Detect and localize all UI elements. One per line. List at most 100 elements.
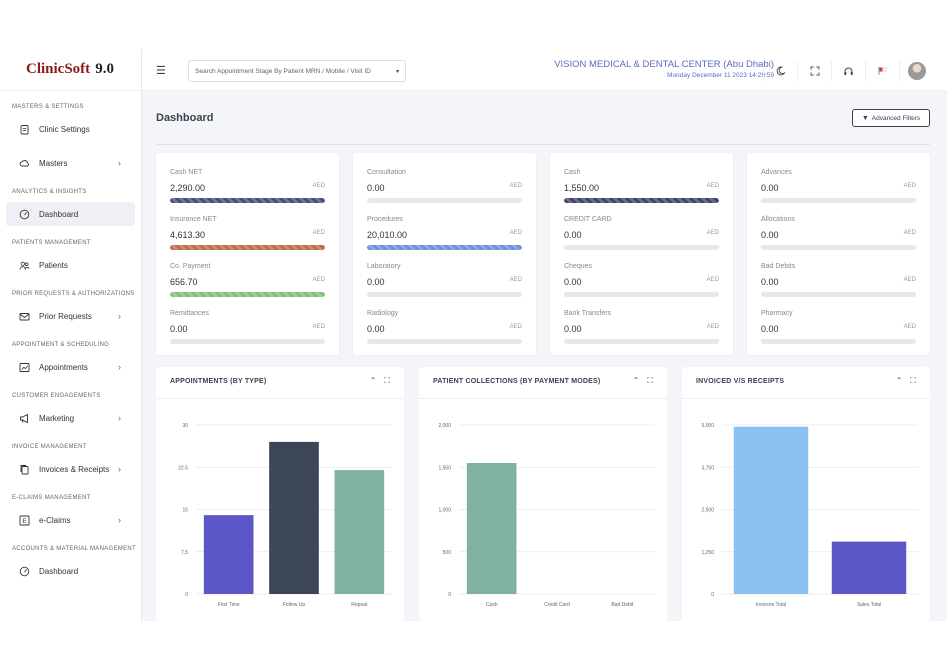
stat-item: Consultation 0.00 AED bbox=[353, 161, 536, 208]
sidebar-item-clinic-settings[interactable]: Clinic Settings bbox=[6, 117, 135, 141]
stat-currency: AED bbox=[903, 277, 916, 283]
app-logo[interactable]: Clinic Soft 9.0 bbox=[0, 49, 141, 91]
sidebar-item-label: Prior Requests bbox=[39, 311, 92, 321]
stat-item: Remittances 0.00 AED bbox=[156, 302, 339, 349]
search-input[interactable]: Search Appointment Stage By Patient MRN … bbox=[188, 60, 406, 82]
hamburger-menu-icon[interactable]: ☰ bbox=[156, 65, 166, 77]
stat-item: Advances 0.00 AED bbox=[747, 161, 930, 208]
bar-repeat bbox=[334, 470, 385, 594]
users-icon bbox=[18, 259, 30, 271]
collapse-chevron-up-icon[interactable]: ⌃ bbox=[895, 376, 903, 385]
language-flag-icon[interactable] bbox=[865, 61, 899, 81]
stat-label: Allocations bbox=[761, 216, 795, 223]
sidebar-item-appointments[interactable]: Appointments › bbox=[6, 355, 135, 379]
center-info: VISION MEDICAL & DENTAL CENTER (Abu Dhab… bbox=[554, 59, 774, 79]
stat-value: 0.00 bbox=[367, 324, 385, 334]
stat-currency: AED bbox=[706, 277, 719, 283]
sidebar-item-patients[interactable]: Patients bbox=[6, 253, 135, 277]
stat-progress-bar bbox=[564, 198, 719, 203]
collapse-chevron-up-icon[interactable]: ⌃ bbox=[369, 376, 377, 385]
stat-value: 0.00 bbox=[761, 183, 779, 193]
stat-label: Cheques bbox=[564, 263, 593, 270]
filter-icon: ▼ bbox=[861, 114, 869, 122]
stat-item: Co. Payment 656.70 AED bbox=[156, 255, 339, 302]
fullscreen-icon[interactable] bbox=[797, 61, 831, 81]
advanced-filters-button[interactable]: ▼ Advanced Filters bbox=[852, 109, 930, 127]
sidebar-item-invoices-receipts[interactable]: Invoices & Receipts › bbox=[6, 457, 135, 481]
sidebar-item-label: Patients bbox=[39, 260, 68, 270]
sidebar-item-prior-requests[interactable]: Prior Requests › bbox=[6, 304, 135, 328]
sidebar-item-dashboard[interactable]: Dashboard bbox=[6, 559, 135, 583]
chart-divider bbox=[156, 398, 404, 399]
x-tick-label: Follow Up bbox=[283, 602, 305, 608]
stat-currency: AED bbox=[509, 324, 522, 330]
clipboard-icon bbox=[18, 123, 30, 135]
bar-follow-up bbox=[269, 441, 319, 594]
page-title: Dashboard bbox=[156, 112, 214, 124]
stat-item: Pharmacy 0.00 AED bbox=[747, 302, 930, 349]
sidebar: Clinic Soft 9.0 MASTERS & SETTINGS Clinic S… bbox=[0, 49, 142, 621]
stat-progress-bar bbox=[170, 339, 325, 344]
sidebar-item-label: Dashboard bbox=[39, 209, 79, 219]
stat-card: Cash 1,550.00 AED CREDIT CARD 0.00 AED Cheques… bbox=[550, 153, 733, 355]
stat-value: 2,290.00 bbox=[170, 183, 206, 193]
stat-currency: AED bbox=[706, 324, 719, 330]
headset-support-icon[interactable] bbox=[831, 61, 865, 81]
nav-section-title: APPOINTMENT & SCHEDULING bbox=[12, 342, 110, 348]
sidebar-item-masters[interactable]: Masters › bbox=[6, 151, 135, 175]
stat-progress-fill bbox=[367, 245, 522, 250]
topbar: ☰ Search Appointment Stage By Patient MR… bbox=[142, 49, 947, 91]
y-tick-label: 15 bbox=[182, 508, 188, 514]
chart-plot: 0 7.5 15 22.5 30 First Time Follow Up Repeat bbox=[178, 423, 392, 608]
stat-label: Advances bbox=[761, 169, 792, 176]
stat-card: Cash NET 2,290.00 AED Insurance NET 4,613.30… bbox=[156, 153, 339, 355]
user-avatar[interactable] bbox=[899, 61, 933, 81]
stat-label: Radiology bbox=[367, 310, 399, 317]
stat-currency: AED bbox=[903, 183, 916, 189]
stat-label: Bank Transfers bbox=[564, 310, 612, 317]
caret-down-icon[interactable]: ▾ bbox=[395, 68, 399, 75]
stat-card: Consultation 0.00 AED Procedures 20,010.00 AE… bbox=[353, 153, 536, 355]
stat-currency: AED bbox=[903, 230, 916, 236]
sidebar-item-label: Clinic Settings bbox=[39, 124, 90, 134]
x-tick-label: First Time bbox=[218, 602, 240, 608]
stat-progress-bar bbox=[170, 245, 325, 250]
bar-invoices-total bbox=[733, 426, 809, 594]
stat-progress-bar bbox=[170, 292, 325, 297]
chevron-right-icon: › bbox=[118, 413, 121, 423]
stat-currency: AED bbox=[312, 277, 325, 283]
stat-item: Procedures 20,010.00 AED bbox=[353, 208, 536, 255]
logo-soft: Soft bbox=[64, 61, 91, 77]
sidebar-item-label: Appointments bbox=[39, 362, 88, 372]
copy-icon bbox=[18, 463, 30, 475]
collapse-chevron-up-icon[interactable]: ⌃ bbox=[632, 376, 640, 385]
chevron-right-icon: › bbox=[118, 158, 121, 168]
sidebar-item-marketing[interactable]: Marketing › bbox=[6, 406, 135, 430]
nav-section-title: INVOICE MANAGEMENT bbox=[12, 444, 87, 450]
expand-icon[interactable]: ⛶ bbox=[384, 376, 390, 385]
stat-progress-bar bbox=[761, 198, 916, 203]
chart-card: INVOICED V/S RECEIPTS ⌃ ⛶ 0 1,250 2,500 3,750 5… bbox=[682, 367, 930, 621]
y-tick-label: 500 bbox=[443, 550, 452, 556]
sidebar-item-dashboard[interactable]: Dashboard bbox=[6, 202, 135, 226]
expand-icon[interactable]: ⛶ bbox=[647, 376, 653, 385]
topbar-icons bbox=[763, 61, 933, 81]
stat-value: 0.00 bbox=[564, 324, 582, 334]
stat-label: Cash bbox=[564, 169, 581, 176]
sidebar-item-label: Marketing bbox=[39, 413, 75, 423]
stat-item: Cheques 0.00 AED bbox=[550, 255, 733, 302]
dark-mode-moon-icon[interactable] bbox=[763, 61, 797, 81]
x-tick-label: Repeat bbox=[351, 602, 368, 608]
stat-item: Laboratory 0.00 AED bbox=[353, 255, 536, 302]
main-content: Dashboard ▼ Advanced Filters Cash NET 2,2… bbox=[142, 91, 947, 621]
x-tick-label: Credit Card bbox=[544, 602, 570, 608]
bar-cash bbox=[466, 463, 517, 594]
megaphone-icon bbox=[18, 412, 30, 424]
y-tick-label: 5,000 bbox=[701, 423, 714, 429]
sidebar-item-label: Invoices & Receipts bbox=[39, 464, 110, 474]
x-tick-label: Cash bbox=[486, 602, 498, 608]
y-tick-label: 0 bbox=[711, 592, 714, 598]
app-window: Clinic Soft 9.0 MASTERS & SETTINGS Clinic S… bbox=[0, 49, 947, 621]
expand-icon[interactable]: ⛶ bbox=[910, 376, 916, 385]
